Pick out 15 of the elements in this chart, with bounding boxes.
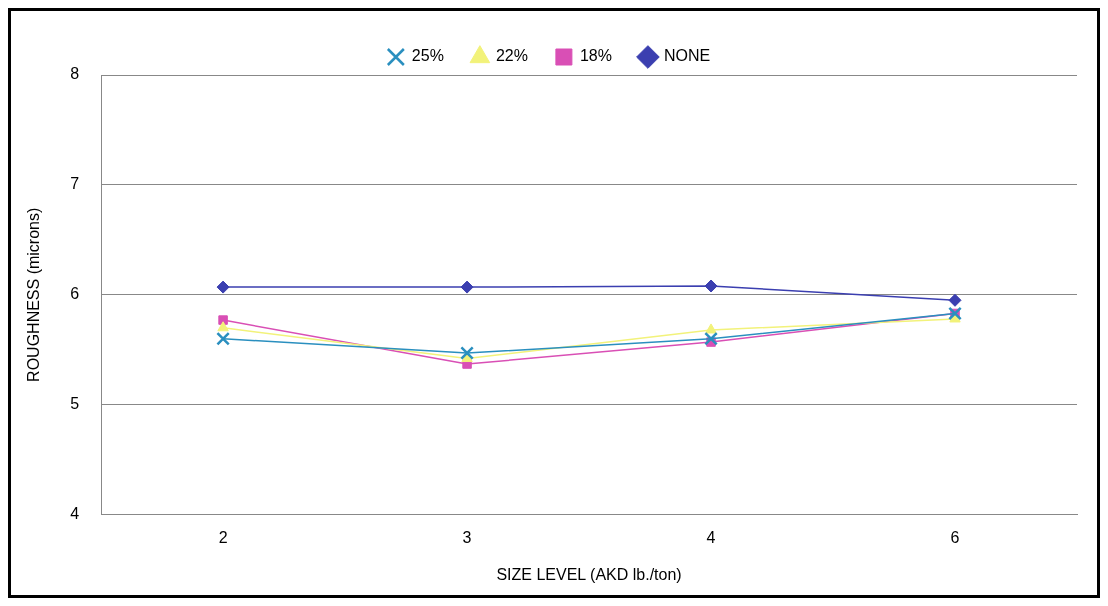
x-tick-label: 6 <box>950 528 960 546</box>
legend-label: NONE <box>663 47 711 65</box>
y-axis-title: ROUGHNESS (microns) <box>25 207 43 382</box>
x-tick-label: 4 <box>706 528 716 546</box>
y-tick-label: 8 <box>70 65 80 83</box>
y-tick-label: 4 <box>70 505 80 523</box>
y-tick-label: 5 <box>70 395 80 413</box>
legend-label: 22% <box>495 47 528 65</box>
legend-label: 25% <box>411 47 444 65</box>
y-tick-label: 7 <box>70 175 80 193</box>
x-axis-title: SIZE LEVEL (AKD lb./ton) <box>496 565 682 583</box>
x-tick-label: 3 <box>462 528 472 546</box>
y-tick-label: 6 <box>70 285 80 303</box>
legend-label: 18% <box>579 47 612 65</box>
x-tick-label: 2 <box>218 528 228 546</box>
